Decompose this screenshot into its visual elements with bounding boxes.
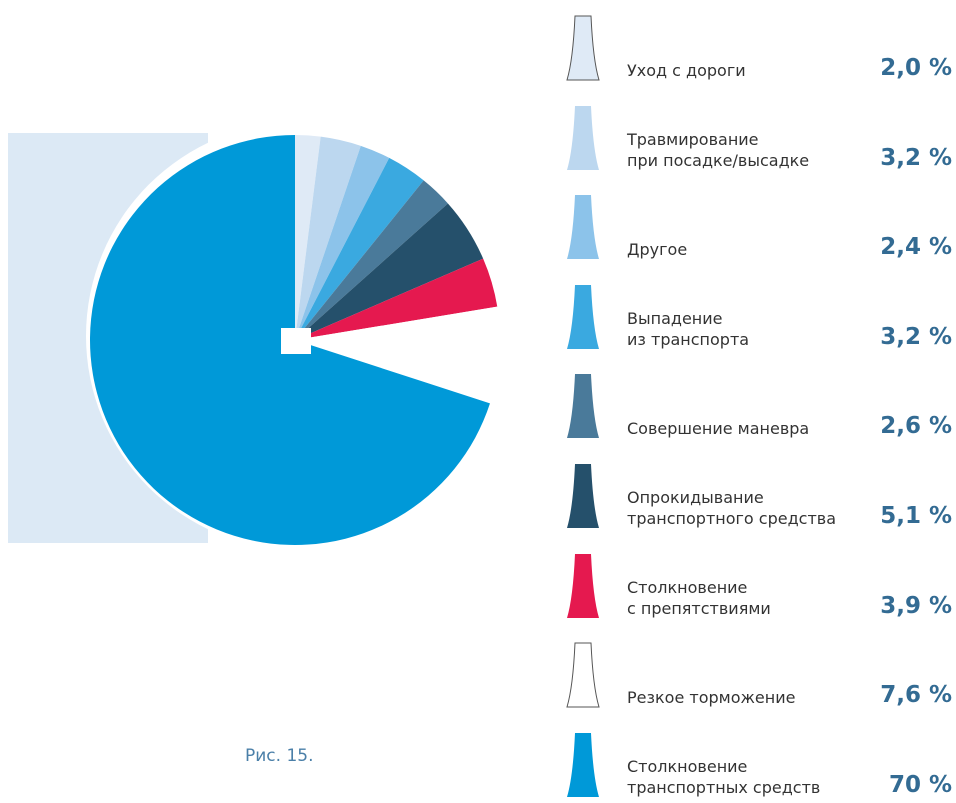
legend-label: Уход с дороги xyxy=(627,61,746,80)
legend-item: Уход с дороги 2,0 % xyxy=(566,15,952,81)
legend-icon xyxy=(567,284,599,349)
pie-slice xyxy=(295,258,498,340)
value-label: 5,1 % xyxy=(880,503,952,529)
legend-item: Травмирование при посадке/высадке 3,2 % xyxy=(566,105,952,171)
value-label: 7,6 % xyxy=(880,682,952,709)
pie-slice xyxy=(295,306,500,404)
legend-item: Опрокидывание транспортного средства 5,1 … xyxy=(566,463,952,529)
legend-swatch xyxy=(567,105,599,170)
legend-icon xyxy=(567,374,599,439)
legend-icon xyxy=(566,15,600,81)
legend-label: Опрокидывание транспортного средства xyxy=(627,488,837,528)
pie-slice xyxy=(295,157,424,340)
legend-item: Совершение маневра 2,6 % xyxy=(566,373,952,439)
legend-item: Столкновение транспортных средств 70 % xyxy=(566,732,952,798)
legend-swatch xyxy=(566,15,600,81)
legend-label: Выпадение из транспорта xyxy=(627,308,750,349)
pie-slice xyxy=(295,136,361,340)
value-label: 2,6 % xyxy=(880,413,952,440)
legend-swatch xyxy=(567,464,599,528)
pie-slice xyxy=(295,135,321,340)
legend-icon xyxy=(566,642,600,708)
legend-label: Столкновение с препятствиями xyxy=(627,577,771,618)
legend-swatch xyxy=(567,374,599,439)
legend-swatch xyxy=(566,642,600,708)
legend-label: Травмирование при посадке/высадке xyxy=(627,129,810,170)
pie-chart xyxy=(8,122,514,550)
legend-icon xyxy=(567,195,599,260)
legend-item: Выпадение из транспорта 3,2 % xyxy=(566,284,952,350)
value-label: 2,0 % xyxy=(880,55,952,81)
legend-label: Совершение маневра xyxy=(627,419,810,439)
legend-swatch xyxy=(567,732,599,797)
pie-slice xyxy=(295,145,390,340)
legend-label: Столкновение транспортных средств xyxy=(627,756,821,797)
caption: Рис. 15. xyxy=(245,746,314,766)
legend-swatch xyxy=(567,553,599,618)
legend-swatch xyxy=(567,284,599,349)
value-label: 3,9 % xyxy=(880,592,952,619)
value-label: 2,4 % xyxy=(880,234,952,261)
legend-icon xyxy=(567,105,599,170)
pie-slice xyxy=(295,203,484,340)
center-notch xyxy=(281,328,311,354)
legend-label: Резкое торможение xyxy=(627,688,796,708)
legend-icon xyxy=(567,553,599,618)
value-label: 3,2 % xyxy=(880,323,952,350)
legend-swatch xyxy=(567,195,599,260)
legend-icon xyxy=(567,464,599,528)
legend-item: Другое 2,4 % xyxy=(566,194,952,260)
legend-item: Резкое торможение 7,6 % xyxy=(566,642,952,708)
legend-item: Столкновение с препятствиями 3,9 % xyxy=(566,553,952,619)
pie-slice xyxy=(295,180,448,340)
value-label: 70 % xyxy=(888,771,952,798)
legend-label: Другое xyxy=(627,240,688,260)
value-label: 3,2 % xyxy=(880,144,952,171)
legend-icon xyxy=(567,732,599,797)
